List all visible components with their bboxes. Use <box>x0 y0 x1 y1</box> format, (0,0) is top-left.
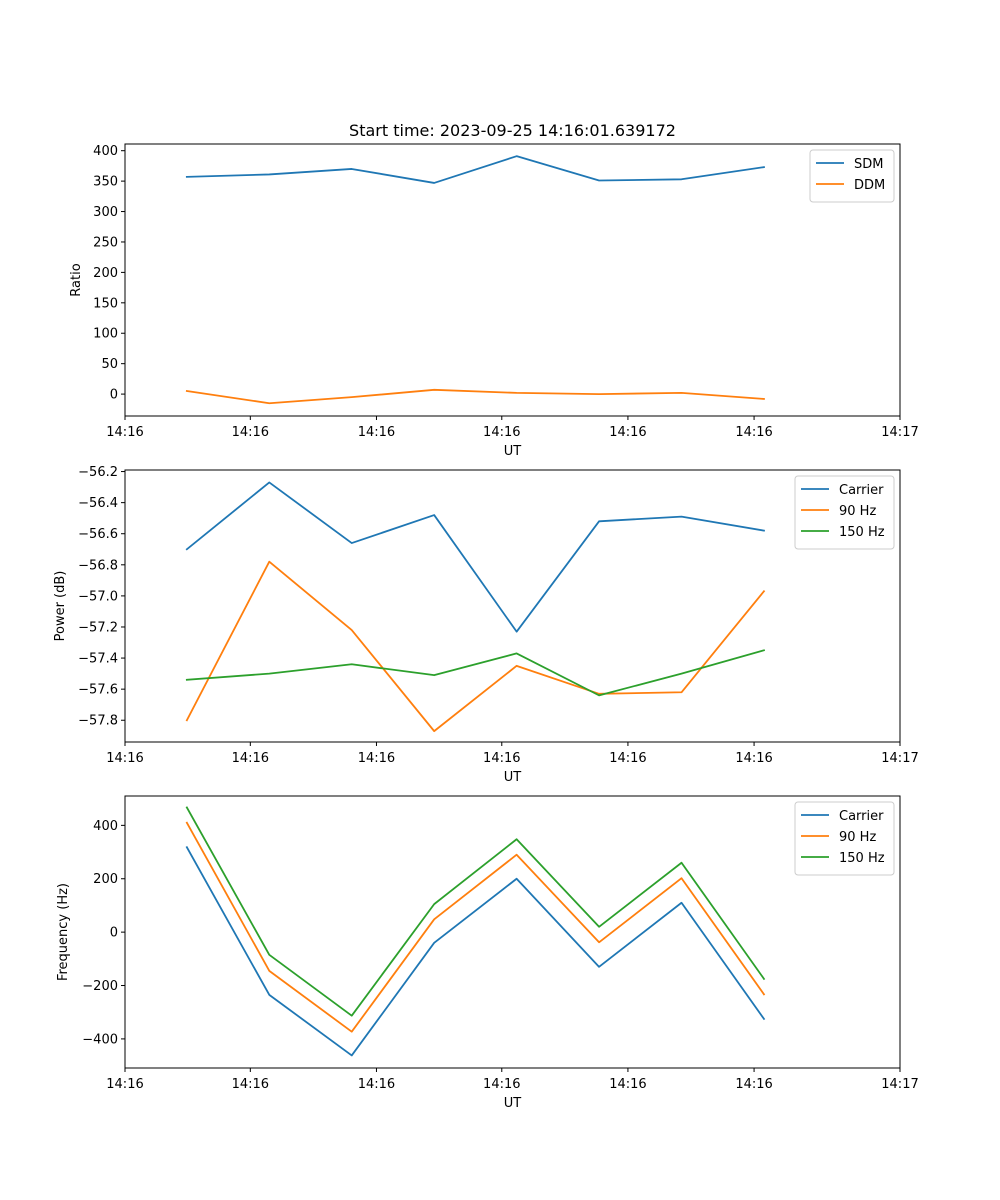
x-tick-label: 14:16 <box>609 425 646 440</box>
y-tick-label: 200 <box>93 872 118 887</box>
x-tick-label: 14:17 <box>881 751 918 766</box>
legend-entry: Carrier <box>839 483 884 498</box>
y-tick-label: −200 <box>82 979 118 994</box>
y-tick-label: 0 <box>110 388 118 403</box>
legend-entry: 150 Hz <box>839 851 885 866</box>
series-line-3-2 <box>185 821 766 1033</box>
x-tick-label: 14:16 <box>358 751 395 766</box>
series-line-2-2 <box>185 560 766 733</box>
y-axis-label: Frequency (Hz) <box>56 883 71 981</box>
panel-2: −57.8 −57.6 −57.4 −57.2 −57.0 −56.8 −56.6 −56.4… <box>53 465 919 785</box>
y-tick-label: −57.4 <box>78 652 118 667</box>
series-line-2-3 <box>185 649 766 697</box>
series-line-3-3 <box>185 806 766 1017</box>
x-axis-label: UT <box>504 1096 522 1111</box>
y-tick-label: 0 <box>110 926 118 941</box>
y-tick-label: −57.2 <box>78 620 118 635</box>
x-tick-label: 14:16 <box>483 751 520 766</box>
x-tick-label: 14:16 <box>232 1077 269 1092</box>
y-tick-label: −400 <box>82 1032 118 1047</box>
x-axis-label: UT <box>504 770 522 785</box>
x-tick-label: 14:16 <box>609 1077 646 1092</box>
y-tick-label: 50 <box>101 357 118 372</box>
legend: SDM DDM <box>809 149 895 203</box>
y-axis-label: Ratio <box>69 263 84 296</box>
axes-frame <box>124 795 901 1069</box>
legend-entry: SDM <box>854 157 883 172</box>
y-axis-label: Power (dB) <box>53 571 68 642</box>
series-line-1-1 <box>185 155 765 184</box>
y-tick-label: −56.6 <box>78 527 118 542</box>
figure-title: Start time: 2023-09-25 14:16:01.639172 <box>349 121 676 140</box>
x-tick-label: 14:16 <box>609 751 646 766</box>
x-tick-label: 14:16 <box>232 425 269 440</box>
y-tick-label: 300 <box>93 205 118 220</box>
y-tick-label: 400 <box>93 819 118 834</box>
panel-3: −400 −200 0 200 400 14:16 14:16 14:16 14:16 14:16… <box>56 795 919 1111</box>
panel-1: 0 50 100 150 200 250 300 350 400 14:16 14:16 14:16 1… <box>69 143 919 459</box>
series-line-3-1 <box>185 846 766 1057</box>
y-tick-label: 400 <box>93 144 118 159</box>
axes-frame <box>124 469 901 743</box>
legend-entry: 90 Hz <box>839 830 876 845</box>
x-tick-label: 14:16 <box>735 751 772 766</box>
y-tick-label: −57.6 <box>78 683 118 698</box>
y-tick-label: 250 <box>93 235 118 250</box>
x-axis-label: UT <box>504 444 522 459</box>
x-tick-label: 14:16 <box>735 425 772 440</box>
y-tick-label: 200 <box>93 266 118 281</box>
legend-entry: 150 Hz <box>839 525 885 540</box>
x-tick-label: 14:17 <box>881 1077 918 1092</box>
y-tick-label: 100 <box>93 327 118 342</box>
legend-entry: DDM <box>854 178 885 193</box>
legend-entry: Carrier <box>839 809 884 824</box>
x-tick-label: 14:16 <box>106 1077 143 1092</box>
legend-entry: 90 Hz <box>839 504 876 519</box>
x-tick-label: 14:16 <box>358 425 395 440</box>
x-tick-label: 14:16 <box>232 751 269 766</box>
x-tick-label: 14:16 <box>483 1077 520 1092</box>
series-line-2-1 <box>185 481 765 633</box>
series-line-1-2 <box>185 388 765 405</box>
x-tick-label: 14:16 <box>358 1077 395 1092</box>
y-tick-label: 350 <box>93 175 118 190</box>
x-tick-label: 14:17 <box>881 425 918 440</box>
y-tick-label: 150 <box>93 296 118 311</box>
axes-frame <box>124 143 901 417</box>
legend: Carrier 90 Hz 150 Hz <box>794 475 895 550</box>
y-tick-label: −56.8 <box>78 558 118 573</box>
y-tick-label: −57.0 <box>78 589 118 604</box>
x-tick-label: 14:16 <box>106 425 143 440</box>
legend: Carrier 90 Hz 150 Hz <box>794 801 895 876</box>
x-tick-label: 14:16 <box>735 1077 772 1092</box>
x-tick-label: 14:16 <box>483 425 520 440</box>
y-tick-label: −56.2 <box>78 465 118 480</box>
y-tick-label: −57.8 <box>78 714 118 729</box>
x-tick-label: 14:16 <box>106 751 143 766</box>
y-tick-label: −56.4 <box>78 496 118 511</box>
